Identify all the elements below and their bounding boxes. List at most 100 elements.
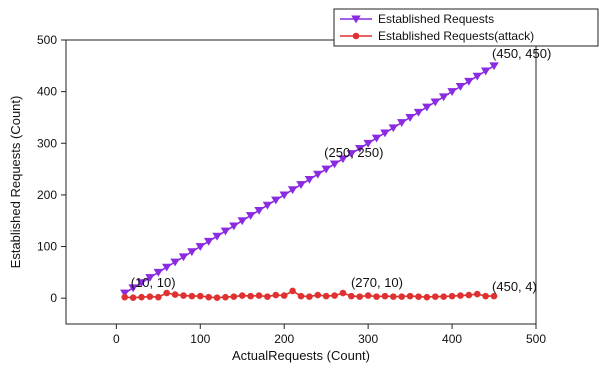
data-point [280,292,288,299]
y-axis-title: Established Requests (Count) [8,96,23,269]
data-point [455,83,466,91]
data-point [356,293,364,300]
data-point [222,293,229,301]
data-point [213,294,221,301]
data-point [296,181,306,189]
data-point [346,150,357,158]
data-point [138,293,145,301]
data-point [331,292,338,299]
data-point [381,292,389,300]
data-point [348,292,355,300]
x-tick-label: 0 [113,332,120,346]
legend-item: Established Requests(attack) [340,29,534,43]
data-point [363,139,373,148]
data-point [238,292,246,299]
data-point [155,293,162,301]
data-point [145,274,155,282]
data-annotation: (450, 4) [492,279,537,294]
data-point [188,292,196,300]
data-point [220,227,231,236]
data-point [195,243,206,251]
data-point [187,248,197,257]
axes [65,39,537,325]
data-point [247,292,254,300]
legend-marker [352,32,360,40]
data-point [413,108,424,117]
legend: Established Requests Established Requests… [333,8,599,47]
data-point [313,170,323,179]
legend-item: Established Requests [340,12,494,26]
x-tick-label: 100 [190,332,210,346]
data-point [230,293,238,300]
series-1 [120,62,499,298]
data-point [287,186,298,195]
data-point [380,129,390,138]
x-axis-title: ActualRequests (Count) [232,348,370,363]
data-point [457,292,464,299]
data-point [314,291,322,299]
data-point [329,160,340,169]
data-point [271,196,281,205]
data-point [398,293,406,300]
plot-area-frame [65,39,537,325]
data-point [465,291,473,299]
data-point [153,268,164,277]
data-point [364,292,372,299]
legend-label: Established Requests(attack) [378,29,534,43]
data-point [480,67,491,76]
data-point [388,124,399,133]
x-tick-label: 400 [442,332,462,346]
data-point [121,293,129,301]
data-point [196,292,204,300]
data-annotation: (450, 450) [492,46,551,61]
data-point [237,217,247,226]
data-point [339,289,347,297]
data-point [180,292,187,299]
y-tick-label: 100 [37,240,57,254]
data-point [171,291,179,298]
data-point [489,62,499,71]
data-point [405,114,415,122]
data-point [297,292,305,300]
legend-label: Established Requests [378,12,494,26]
data-point [136,279,147,288]
data-point [262,201,273,210]
data-point [203,237,214,246]
data-point [304,175,315,184]
data-point [472,72,482,81]
y-tick-label: 500 [37,33,57,47]
x-tick-label: 500 [526,332,546,346]
data-point [279,191,289,200]
annotation-layer: (10, 10) (250, 250) (450, 450) (270, 10) (45… [131,46,552,294]
data-point [289,287,296,295]
x-tick-label: 200 [274,332,294,346]
data-point [423,293,431,301]
data-annotation: (10, 10) [131,275,176,290]
data-point [255,292,263,299]
data-point [373,293,380,300]
data-point [321,165,331,174]
data-point [229,222,239,231]
data-point [245,212,256,220]
x-tick-label: 300 [358,332,378,346]
data-annotation: (250, 250) [324,145,383,160]
data-annotation: (270, 10) [351,275,403,290]
data-point [415,293,422,300]
data-point [322,292,330,300]
data-point [120,289,130,298]
data-point [482,292,489,300]
data-point [163,289,171,297]
y-tick-label: 300 [37,136,57,150]
data-point [430,98,441,107]
series-layer [120,62,499,301]
data-point [473,290,481,298]
data-point [448,292,456,300]
data-point [129,294,137,301]
data-point [272,291,280,299]
data-point [170,258,180,267]
data-point [254,206,264,215]
data-point [422,103,432,112]
data-point [161,263,172,272]
data-point [447,88,457,96]
y-tick-label: 0 [50,291,57,305]
